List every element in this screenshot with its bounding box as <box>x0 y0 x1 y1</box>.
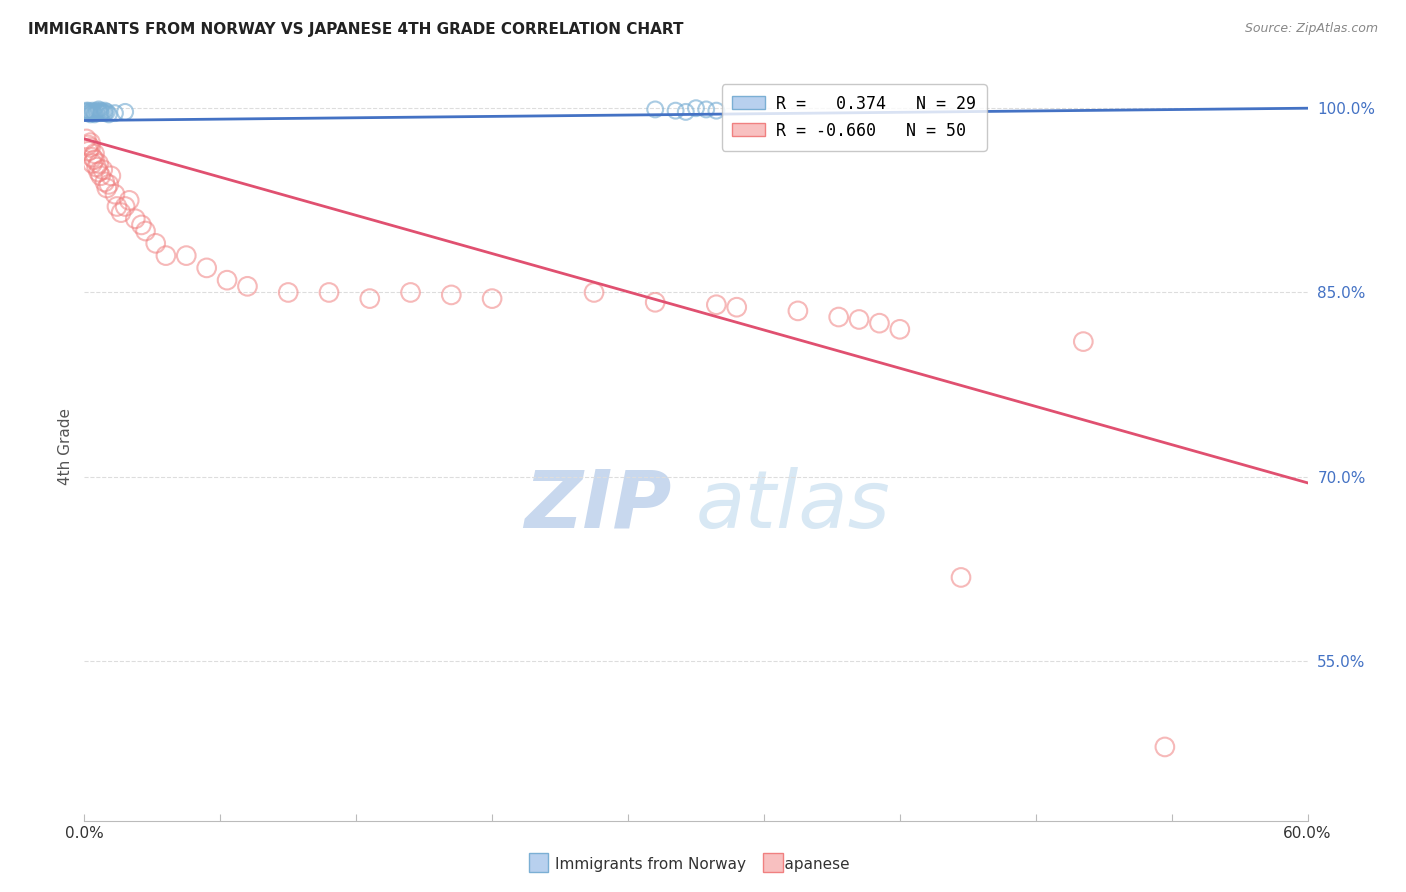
Point <box>86 106 108 120</box>
Point <box>644 103 666 117</box>
Point <box>131 218 153 232</box>
Point <box>583 285 606 300</box>
Point <box>75 103 97 118</box>
Point <box>706 103 728 118</box>
Point <box>86 160 108 174</box>
Point <box>124 211 146 226</box>
Point <box>90 169 112 183</box>
Point <box>950 570 973 584</box>
Point <box>174 249 197 263</box>
Point <box>75 132 97 146</box>
Point <box>1073 334 1095 349</box>
Point <box>79 136 101 150</box>
Text: Source: ZipAtlas.com: Source: ZipAtlas.com <box>1244 22 1378 36</box>
Point <box>77 103 100 118</box>
Point <box>97 178 120 192</box>
Point <box>90 103 112 118</box>
Point <box>236 279 259 293</box>
Point <box>104 187 127 202</box>
Point <box>83 153 105 167</box>
Point <box>93 106 115 120</box>
Point <box>87 156 110 170</box>
Point <box>399 285 422 300</box>
Point <box>75 104 97 119</box>
Point <box>685 101 707 115</box>
Point <box>91 162 114 177</box>
Point <box>114 104 136 119</box>
Point <box>83 107 105 121</box>
Point <box>359 292 381 306</box>
Point <box>87 104 110 119</box>
Point <box>787 304 810 318</box>
Point <box>644 295 666 310</box>
Point <box>83 146 105 161</box>
Point <box>195 260 218 275</box>
Point <box>96 181 118 195</box>
Point <box>110 205 132 219</box>
Point <box>87 165 110 179</box>
Point <box>145 236 167 251</box>
Point <box>725 300 748 314</box>
Point <box>104 106 127 120</box>
Point <box>217 273 239 287</box>
Point <box>77 106 100 120</box>
Point <box>79 140 101 154</box>
Point <box>79 107 101 121</box>
Point <box>675 104 697 119</box>
Point <box>100 169 122 183</box>
Legend: R =   0.374   N = 29, R = -0.660   N = 50: R = 0.374 N = 29, R = -0.660 N = 50 <box>721 84 987 151</box>
Text: IMMIGRANTS FROM NORWAY VS JAPANESE 4TH GRADE CORRELATION CHART: IMMIGRANTS FROM NORWAY VS JAPANESE 4TH G… <box>28 22 683 37</box>
Point <box>87 103 110 117</box>
Point <box>93 103 115 118</box>
Point <box>665 103 688 118</box>
Point <box>90 106 112 120</box>
Point <box>869 316 891 330</box>
Point <box>318 285 340 300</box>
Point <box>155 249 177 263</box>
Point <box>889 322 911 336</box>
Point <box>93 175 115 189</box>
Point <box>77 138 100 153</box>
Text: atlas: atlas <box>696 467 891 545</box>
Point <box>105 199 128 213</box>
Point <box>77 145 100 159</box>
Point <box>79 104 101 119</box>
Point <box>706 298 728 312</box>
Point <box>440 288 463 302</box>
Point <box>96 104 118 119</box>
Point <box>82 156 104 170</box>
Point <box>481 292 503 306</box>
Y-axis label: 4th Grade: 4th Grade <box>58 408 73 484</box>
Text: Immigrants from Norway: Immigrants from Norway <box>555 857 747 872</box>
Point <box>86 103 108 118</box>
Point <box>277 285 299 300</box>
Point <box>1154 739 1177 754</box>
Point <box>97 107 120 121</box>
Text: Japanese: Japanese <box>780 857 851 872</box>
Text: ZIP: ZIP <box>524 467 672 545</box>
Point <box>848 312 870 326</box>
Point <box>114 199 136 213</box>
Point <box>91 104 114 119</box>
Point <box>118 194 141 208</box>
Point <box>82 150 104 164</box>
Point <box>135 224 157 238</box>
Point <box>828 310 851 324</box>
Point <box>82 103 104 118</box>
Point <box>83 104 105 119</box>
Point <box>82 106 104 120</box>
Point <box>695 103 717 117</box>
